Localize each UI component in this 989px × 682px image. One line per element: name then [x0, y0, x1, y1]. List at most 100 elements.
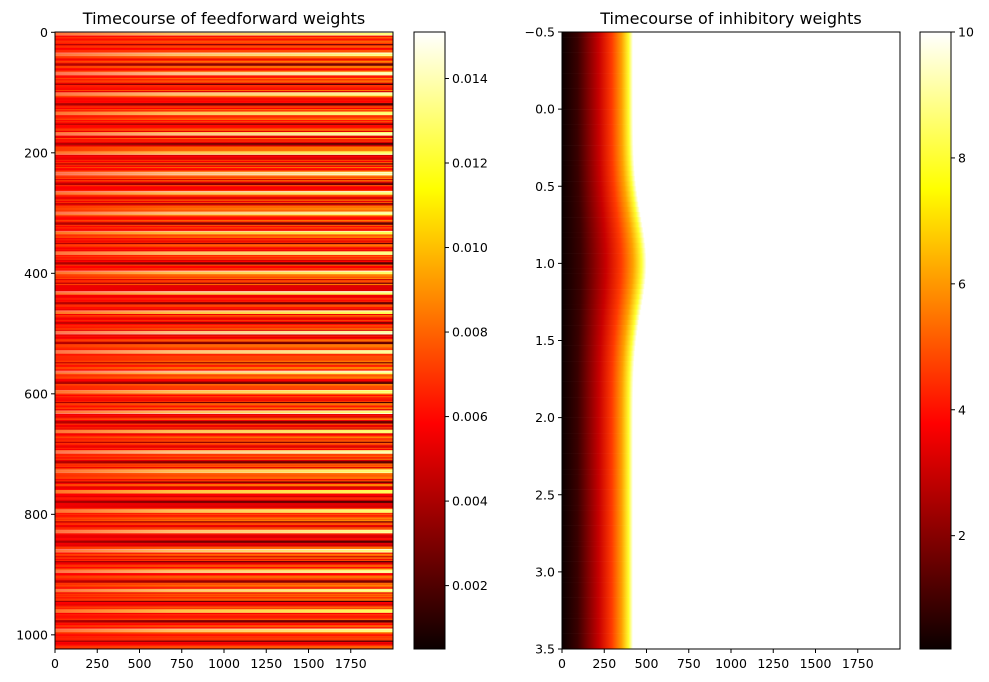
x-tick-label: 1000 [208, 656, 240, 671]
y-tick-label: 2.5 [535, 487, 555, 502]
heatmap-row [562, 458, 633, 465]
heatmap-row [562, 607, 633, 614]
heatmap-row [562, 57, 633, 64]
heatmap-row [562, 325, 639, 331]
inhibitory-colorbar-frame [919, 31, 952, 650]
feedforward-y-axis: 0 200 400 600 800 1000 [16, 25, 55, 642]
inhibitory-colorbar-ticks: 2 4 6 8 10 [951, 25, 974, 543]
heatmap-row [562, 561, 633, 568]
feedforward-x-axis: 0 250 500 750 1000 1250 1500 1750 [51, 649, 367, 671]
heatmap-row [562, 469, 633, 475]
heatmap-row [562, 273, 646, 280]
heatmap-row [562, 78, 633, 84]
heatmap-row [562, 453, 633, 460]
heatmap-row [562, 499, 633, 506]
heatmap-row [562, 386, 634, 393]
inhibitory-heatmap [562, 32, 647, 650]
heatmap-row [562, 448, 633, 454]
heatmap-row [562, 47, 633, 53]
heatmap-row [562, 237, 645, 244]
heatmap-row [562, 253, 647, 259]
heatmap-row [562, 479, 633, 485]
heatmap-row [562, 402, 634, 408]
heatmap-row [562, 597, 633, 604]
heatmap-row [562, 551, 633, 557]
heatmap-row [562, 433, 633, 439]
heatmap-row [562, 443, 633, 449]
x-tick-label: 1500 [293, 656, 325, 671]
heatmap-row [562, 571, 633, 578]
y-tick-label: 2.0 [535, 410, 555, 425]
feedforward-contrast-overlay [55, 32, 393, 649]
heatmap-row [562, 170, 635, 177]
heatmap-row [562, 309, 641, 316]
x-tick-label: 750 [677, 656, 701, 671]
y-tick-label: 3.0 [535, 564, 555, 579]
heatmap-row [562, 232, 645, 238]
inhibitory-title: Timecourse of inhibitory weights [599, 9, 861, 28]
heatmap-row [562, 397, 634, 403]
heatmap-row [562, 613, 633, 619]
y-tick-label: 200 [24, 145, 48, 160]
heatmap-row [562, 258, 647, 264]
x-tick-label: 1500 [800, 656, 832, 671]
heatmap-row [562, 582, 633, 588]
heatmap-row [562, 577, 633, 583]
heatmap-row [562, 247, 646, 254]
colorbar-tick-label: 10 [958, 25, 974, 40]
heatmap-row [562, 129, 634, 136]
y-tick-label: 0.5 [535, 179, 555, 194]
feedforward-colorbar-frame [413, 31, 446, 650]
heatmap-row [562, 304, 642, 310]
y-tick-label: 1.5 [535, 333, 555, 348]
heatmap-row [562, 587, 633, 593]
heatmap-row [562, 103, 634, 110]
heatmap-row [562, 88, 633, 94]
heatmap-row [562, 417, 634, 424]
x-tick-label: 1250 [250, 656, 282, 671]
heatmap-row [562, 335, 637, 341]
heatmap-row [562, 330, 638, 336]
heatmap-row [562, 211, 641, 218]
heatmap-row [562, 638, 633, 645]
heatmap-row [562, 150, 634, 156]
heatmap-row [562, 371, 634, 377]
heatmap-row [562, 391, 634, 398]
heatmap-row [562, 268, 647, 274]
x-tick-label: 750 [170, 656, 194, 671]
inhibitory-y-axis: −0.5 0.0 0.5 1.0 1.5 2.0 2.5 3.0 3.5 [525, 25, 562, 657]
heatmap-row [562, 32, 633, 38]
heatmap-row [562, 530, 633, 537]
x-tick-label: 500 [128, 656, 152, 671]
heatmap-row [562, 294, 644, 300]
heatmap-row [562, 505, 633, 511]
heatmap-row [562, 160, 635, 166]
heatmap-row [562, 289, 645, 295]
y-tick-label: 3.5 [535, 642, 555, 657]
heatmap-row [562, 494, 633, 501]
heatmap-row [562, 618, 633, 624]
inhibitory-colorbar: 2 4 6 8 10 [919, 25, 974, 650]
heatmap-row [562, 114, 634, 120]
heatmap-row [562, 299, 643, 305]
heatmap-row [562, 319, 639, 326]
heatmap-row [562, 422, 634, 429]
x-tick-label: 1750 [335, 656, 367, 671]
heatmap-row [562, 602, 633, 609]
heatmap-row [562, 510, 633, 516]
feedforward-colorbar: 0.002 0.004 0.006 0.008 0.010 0.012 0.014 [413, 31, 488, 650]
heatmap-row [562, 222, 643, 228]
heatmap-row [562, 62, 633, 69]
heatmap-row [562, 628, 633, 634]
x-tick-label: 0 [558, 656, 566, 671]
heatmap-row [562, 181, 636, 187]
heatmap-row [562, 633, 633, 640]
heatmap-row [562, 427, 633, 434]
y-tick-label: 0.0 [535, 102, 555, 117]
inhibitory-colorbar-gradient [920, 32, 951, 649]
heatmap-row [562, 381, 634, 388]
heatmap-row [562, 463, 633, 470]
heatmap-row [562, 83, 633, 89]
feedforward-title: Timecourse of feedforward weights [82, 9, 365, 28]
colorbar-tick-label: 0.008 [452, 325, 488, 340]
